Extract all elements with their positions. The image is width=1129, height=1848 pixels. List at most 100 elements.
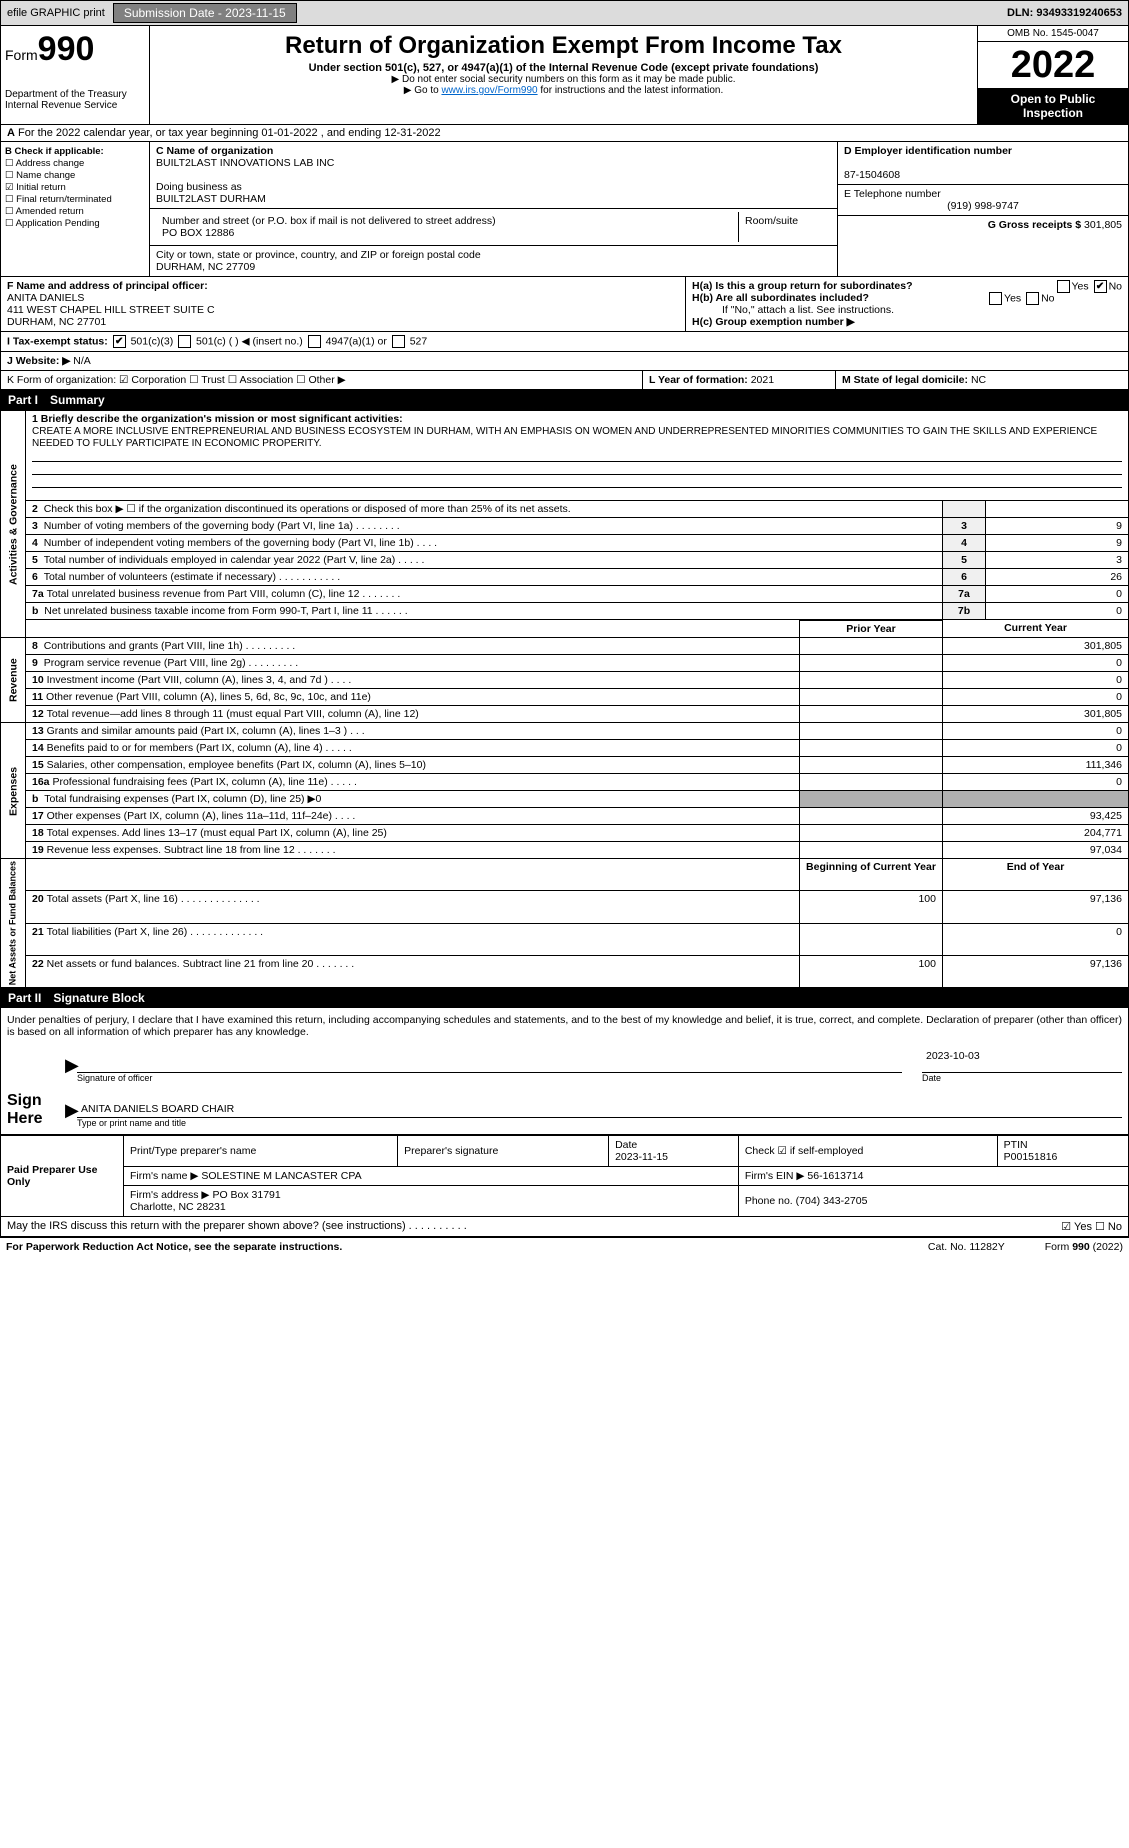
end-year-hdr: End of Year [943,859,1129,891]
gov-row-5: 5 Total number of individuals employed i… [1,552,1129,569]
mission-label: 1 Briefly describe the organization's mi… [32,413,403,425]
part-1-header: Part I Summary [0,390,1129,410]
cb-initial-return[interactable]: ☑ Initial return [5,182,145,193]
discuss-text: May the IRS discuss this return with the… [7,1220,467,1233]
prep-date-val: 2023-11-15 [615,1151,668,1163]
hb-no[interactable] [1026,292,1039,305]
open-to-public: Open to Public Inspection [978,88,1128,124]
hb-yes[interactable] [989,292,1002,305]
addr-label: Number and street (or P.O. box if mail i… [162,215,496,227]
firm-ein-label: Firm's EIN ▶ [745,1170,805,1182]
pra-notice: For Paperwork Reduction Act Notice, see … [6,1241,342,1253]
gov-row-3: 3 Number of voting members of the govern… [1,518,1129,535]
dln-label: DLN: 93493319240653 [1007,7,1122,19]
tax-exempt-label: I Tax-exempt status: [7,335,108,347]
block-b-c-d: B Check if applicable: ☐ Address change … [0,142,1129,277]
ha-no[interactable]: ✔ [1094,280,1107,293]
website-value: N/A [73,355,91,367]
h-b-label: H(b) Are all subordinates included? [692,292,869,304]
print-name-label: Type or print name and title [77,1118,1122,1128]
cb-final-return[interactable]: ☐ Final return/terminated [5,194,145,205]
row-k-l-m: K Form of organization: ☑ Corporation ☐ … [0,371,1129,390]
efile-topbar: efile GRAPHIC print Submission Date - 20… [0,0,1129,26]
mission-text: CREATE A MORE INCLUSIVE ENTREPRENEURIAL … [32,426,1097,449]
cb-application-pending[interactable]: ☐ Application Pending [5,218,145,229]
org-name: BUILT2LAST INNOVATIONS LAB INC [156,157,334,169]
omb-number: OMB No. 1545-0047 [978,26,1128,42]
signature-line[interactable]: ▶ [77,1050,902,1073]
ha-yes[interactable] [1057,280,1070,293]
i-4947[interactable] [308,335,321,348]
row-j: J Website: ▶ N/A [1,351,1128,370]
form-990-num: 990 [38,30,95,68]
tax-year: 2022 [978,42,1128,88]
year-header-row: Prior YearCurrent Year [1,620,1129,638]
header-mid: Return of Organization Exempt From Incom… [150,26,977,124]
paid-preparer-table: Paid Preparer Use Only Print/Type prepar… [0,1135,1129,1217]
firm-name: SOLESTINE M LANCASTER CPA [201,1170,361,1182]
efile-label: efile GRAPHIC print [7,7,105,19]
row-m: M State of legal domicile: NC [836,371,1128,389]
officer-addr: 411 WEST CHAPEL HILL STREET SUITE C DURH… [7,304,215,328]
prior-year-hdr: Prior Year [800,621,942,637]
dba-label: Doing business as [156,181,242,193]
form-number: Form990 [5,30,145,69]
column-h: H(a) Is this a group return for subordin… [686,277,1128,331]
block-f-h: F Name and address of principal officer:… [0,277,1129,371]
dept-treasury: Department of the Treasury Internal Reve… [5,89,145,111]
cb-amended[interactable]: ☐ Amended return [5,206,145,217]
phone-value: (919) 998-9747 [844,200,1122,212]
discuss-row: May the IRS discuss this return with the… [0,1217,1129,1237]
perjury-text: Under penalties of perjury, I declare th… [7,1014,1122,1038]
summary-table: Activities & Governance 1 Briefly descri… [0,410,1129,988]
discuss-answer[interactable]: ☑ Yes ☐ No [1061,1220,1122,1233]
col-b-header: B Check if applicable: [5,146,104,157]
cat-no: Cat. No. 11282Y [928,1241,1005,1253]
gross-receipts-label: G Gross receipts $ [988,219,1081,231]
firm-phone-label: Phone no. [745,1195,793,1207]
prep-date-hdr: Date [615,1139,637,1151]
i-527[interactable] [392,335,405,348]
beginning-year-hdr: Beginning of Current Year [800,859,943,891]
header-left: Form990 Department of the Treasury Inter… [1,26,150,124]
page-footer: For Paperwork Reduction Act Notice, see … [0,1237,1129,1256]
i-501c[interactable] [178,335,191,348]
row-l: L Year of formation: 2021 [643,371,836,389]
ptin-hdr: PTIN [1004,1139,1028,1151]
form-word: Form [5,47,38,63]
self-employed-check[interactable]: Check ☑ if self-employed [738,1136,997,1167]
i-501c3[interactable]: ✔ [113,335,126,348]
preparer-name-hdr: Print/Type preparer's name [124,1136,398,1167]
side-expenses: Expenses [1,723,26,859]
preparer-sig-hdr: Preparer's signature [398,1136,609,1167]
cb-address-change[interactable]: ☐ Address change [5,158,145,169]
part-1-title: Summary [50,393,105,407]
row-k: K Form of organization: ☑ Corporation ☐ … [1,371,643,389]
gov-row-7b: b Net unrelated business taxable income … [1,603,1129,620]
subtitle-1: Under section 501(c), 527, or 4947(a)(1)… [158,62,969,74]
column-c: C Name of organization BUILT2LAST INNOVA… [150,142,837,276]
gov-row-4: 4 Number of independent voting members o… [1,535,1129,552]
subtitle-2: ▶ Do not enter social security numbers o… [158,74,969,85]
column-b: B Check if applicable: ☐ Address change … [1,142,150,276]
gov-row-6: 6 Total number of volunteers (estimate i… [1,569,1129,586]
signature-block: Under penalties of perjury, I declare th… [0,1008,1129,1135]
form-footer: Form 990 (2022) [1045,1241,1123,1253]
paid-preparer-label: Paid Preparer Use Only [1,1136,124,1217]
form-title: Return of Organization Exempt From Incom… [158,32,969,60]
submission-date-button[interactable]: Submission Date - 2023-11-15 [113,3,297,23]
column-d-e-g: D Employer identification number 87-1504… [837,142,1128,276]
c-name-label: C Name of organization [156,145,273,157]
website-label: J Website: ▶ [7,355,70,367]
officer-label: F Name and address of principal officer: [7,280,208,292]
sig-officer-label: Signature of officer [77,1073,902,1083]
gov-row-7a: 7a Total unrelated business revenue from… [1,586,1129,603]
cb-name-change[interactable]: ☐ Name change [5,170,145,181]
phone-label: E Telephone number [844,188,941,200]
irs-link[interactable]: www.irs.gov/Form990 [441,85,537,96]
row-i: I Tax-exempt status: ✔ 501(c)(3) 501(c) … [1,331,1128,351]
officer-name: ANITA DANIELS [7,292,84,304]
part-2-num: Part II [8,991,41,1005]
sign-date-label: Date [922,1073,1122,1083]
h-b-note: If "No," attach a list. See instructions… [692,304,1122,316]
